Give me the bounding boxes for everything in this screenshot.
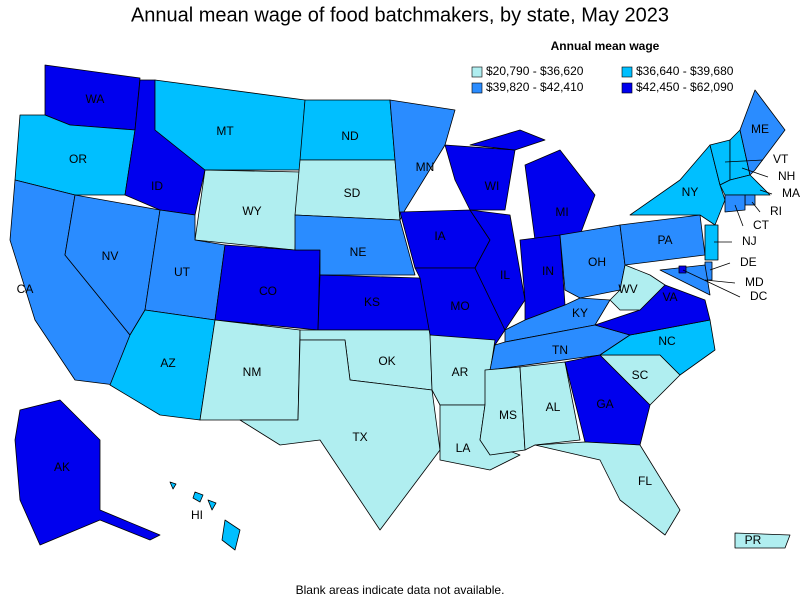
state-label: RI	[770, 204, 782, 218]
state-label: AR	[452, 365, 469, 379]
leader-line	[704, 279, 736, 284]
state	[214, 244, 321, 331]
state-label: AZ	[160, 356, 175, 370]
state	[704, 224, 719, 261]
state-label: NE	[350, 245, 367, 259]
state-label: AK	[54, 460, 70, 474]
state-label: ND	[341, 129, 359, 143]
state-label: UT	[174, 265, 191, 279]
leader-line	[682, 269, 741, 298]
state	[389, 99, 456, 221]
leader-line	[751, 201, 761, 213]
state-label: MN	[416, 160, 435, 174]
state-label: SD	[344, 186, 361, 200]
state-label: LA	[456, 441, 471, 455]
state-label: MO	[450, 299, 469, 313]
state-label: NV	[102, 249, 119, 263]
state-label: ME	[751, 122, 769, 136]
footnote: Blank areas indicate data not available.	[296, 583, 505, 597]
state	[169, 481, 241, 551]
state	[519, 361, 581, 451]
state-label: CT	[753, 218, 770, 232]
legend-label: $39,820 - $42,410	[486, 80, 584, 94]
state	[469, 129, 596, 241]
state-labels: WA OR CA NV ID MT WY UT AZ CO NM ND SD NE KS OK TX MN IA MO…	[17, 92, 800, 547]
state-label: IA	[434, 229, 445, 243]
state	[534, 441, 681, 536]
state-label: HI	[191, 508, 203, 522]
state	[739, 89, 786, 176]
state-label: WI	[485, 179, 500, 193]
state-label: OK	[378, 354, 395, 368]
state-label: WY	[242, 204, 261, 218]
leader-line	[724, 159, 764, 163]
states	[9, 64, 791, 551]
state-label: TX	[352, 430, 367, 444]
state-label: NJ	[742, 234, 757, 248]
state-label: CA	[17, 282, 34, 296]
state-label: ID	[151, 179, 163, 193]
state-label: VT	[773, 152, 789, 166]
state	[564, 354, 651, 446]
legend-label: $42,450 - $62,090	[636, 80, 734, 94]
state-label: MT	[216, 124, 234, 138]
state-label: KS	[364, 295, 380, 309]
leader-line	[741, 167, 769, 178]
state-label: PR	[745, 533, 762, 547]
leader-line	[759, 189, 773, 195]
legend-title: Annual mean wage	[551, 39, 660, 53]
legend: $20,790 - $36,620 $36,640 - $39,680 $39,82…	[471, 64, 734, 94]
state-label: SC	[632, 368, 649, 382]
state-label: KY	[572, 306, 588, 320]
state-label: WV	[618, 282, 637, 296]
legend-label: $20,790 - $36,620	[486, 64, 584, 78]
state-label: DC	[750, 289, 768, 303]
state-label: IN	[542, 264, 554, 278]
state-label: MS	[499, 408, 517, 422]
state	[14, 399, 161, 546]
state	[659, 264, 711, 296]
state-label: MD	[745, 275, 764, 289]
state-label: IL	[500, 268, 510, 282]
state-label: NM	[243, 365, 262, 379]
leader-line	[734, 204, 744, 227]
map-title: Annual mean wage of food batchmakers, by…	[131, 4, 669, 26]
state-label: VA	[662, 290, 677, 304]
state-label: OR	[69, 152, 87, 166]
state	[609, 264, 666, 311]
state-label: DE	[740, 255, 757, 269]
state	[239, 339, 441, 531]
state-label: OH	[588, 255, 606, 269]
state	[444, 144, 516, 211]
state	[719, 174, 771, 196]
state-label: PA	[657, 233, 672, 247]
state	[678, 265, 687, 274]
state-label: AL	[546, 400, 561, 414]
state-label: MA	[782, 186, 800, 200]
state	[724, 194, 746, 213]
legend-swatch	[471, 66, 483, 78]
legend-label: $36,640 - $39,680	[636, 64, 734, 78]
legend-swatch	[621, 82, 633, 94]
legend-swatch	[621, 66, 633, 78]
state	[154, 79, 306, 171]
state-label: NY	[682, 185, 699, 199]
state-label: FL	[638, 474, 652, 488]
legend-swatch	[471, 82, 483, 94]
state	[734, 532, 791, 549]
state	[629, 144, 726, 226]
state-label: NC	[658, 334, 676, 348]
state-label: CO	[259, 284, 277, 298]
state-label: WA	[86, 92, 105, 106]
leader-line	[709, 262, 731, 271]
state-label: TN	[552, 343, 568, 357]
state-label: NH	[778, 169, 795, 183]
state-label: GA	[596, 397, 613, 411]
state-label: MI	[555, 205, 568, 219]
